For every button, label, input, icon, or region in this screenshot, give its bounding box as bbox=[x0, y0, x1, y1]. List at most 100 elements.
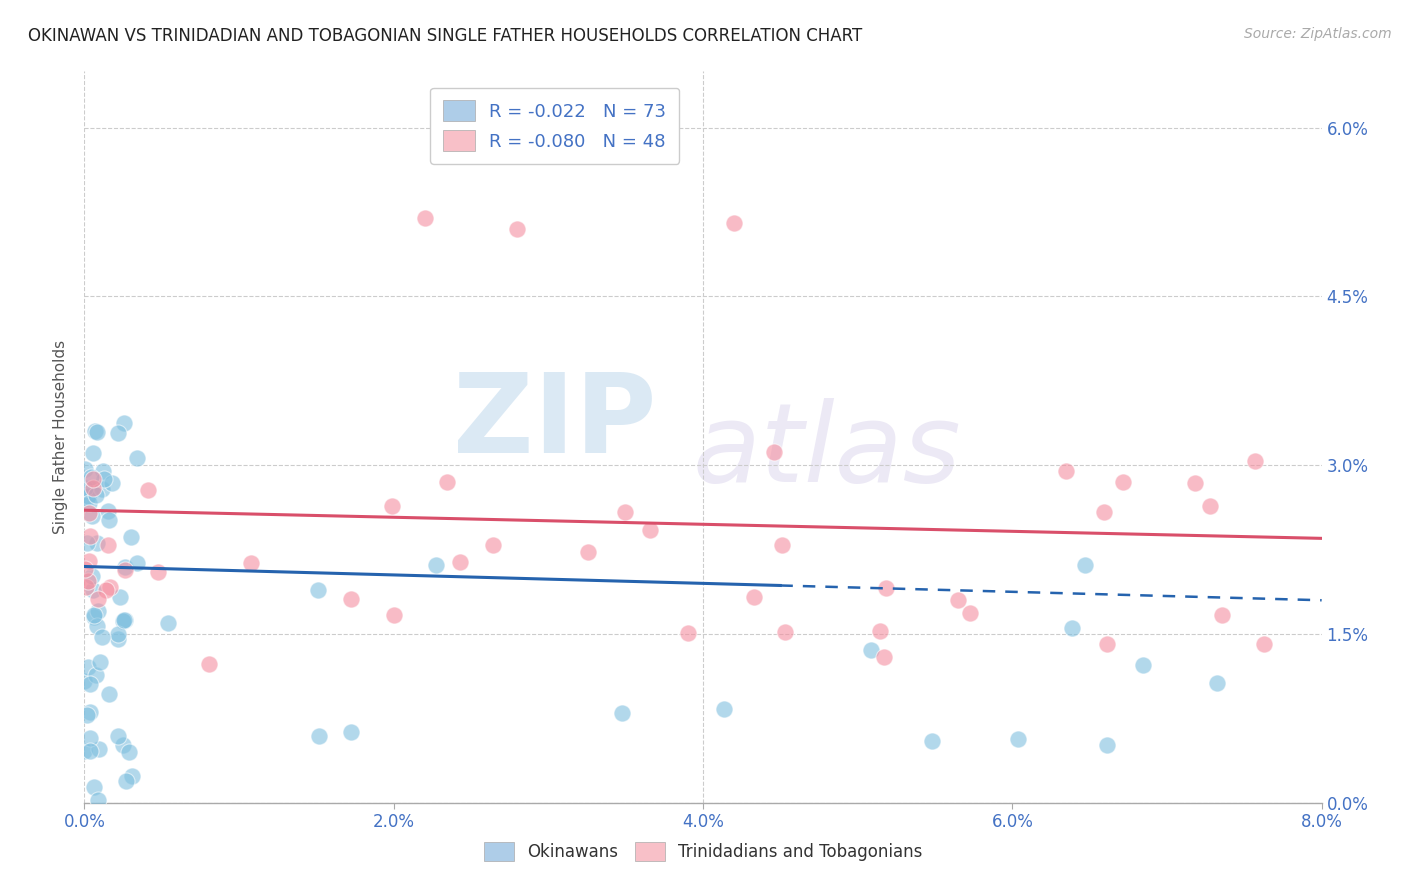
Point bbox=[84, 424, 107, 438]
Point bbox=[1074, 558, 1097, 572]
Point bbox=[82, 482, 104, 496]
Point bbox=[1007, 731, 1029, 746]
Point bbox=[1112, 475, 1135, 489]
Point bbox=[82, 582, 104, 597]
Point bbox=[921, 734, 943, 748]
Point bbox=[73, 674, 96, 689]
Point bbox=[742, 591, 765, 605]
Point bbox=[82, 446, 104, 460]
Point bbox=[84, 488, 107, 502]
Point bbox=[80, 569, 103, 583]
Point bbox=[76, 491, 98, 505]
Point bbox=[112, 416, 135, 430]
Point bbox=[76, 574, 98, 588]
Point bbox=[1211, 607, 1233, 622]
Point bbox=[339, 725, 361, 739]
Point bbox=[120, 530, 142, 544]
Point bbox=[1132, 658, 1154, 673]
Legend: Okinawans, Trinidadians and Tobagonians: Okinawans, Trinidadians and Tobagonians bbox=[477, 835, 929, 868]
Point bbox=[112, 614, 135, 628]
Point bbox=[946, 593, 969, 607]
Point bbox=[77, 496, 100, 510]
Point bbox=[136, 483, 159, 497]
Point bbox=[79, 744, 101, 758]
Point bbox=[107, 627, 129, 641]
Point bbox=[762, 445, 785, 459]
Point bbox=[873, 649, 896, 664]
Point bbox=[107, 729, 129, 743]
Point bbox=[83, 780, 105, 794]
Point bbox=[612, 706, 634, 720]
Point bbox=[481, 538, 503, 552]
Point bbox=[75, 561, 97, 575]
Point bbox=[77, 660, 100, 674]
Point bbox=[86, 793, 108, 807]
Point bbox=[449, 555, 471, 569]
Point bbox=[91, 464, 114, 478]
Point bbox=[83, 609, 105, 624]
Point bbox=[869, 624, 891, 638]
Point bbox=[79, 469, 101, 483]
Point bbox=[111, 615, 134, 629]
Point bbox=[108, 590, 131, 604]
Point bbox=[1054, 464, 1077, 478]
Point bbox=[1253, 638, 1275, 652]
Point bbox=[576, 544, 599, 558]
Point bbox=[1097, 637, 1119, 651]
Point bbox=[307, 582, 329, 597]
Point bbox=[340, 592, 363, 607]
Point bbox=[79, 677, 101, 691]
Point bbox=[90, 482, 112, 496]
Point bbox=[1062, 622, 1084, 636]
Point bbox=[860, 643, 883, 657]
Point bbox=[1205, 676, 1227, 690]
Point bbox=[76, 707, 98, 722]
Point bbox=[1184, 475, 1206, 490]
Point bbox=[87, 592, 110, 607]
Point bbox=[80, 482, 103, 496]
Point bbox=[1199, 499, 1222, 513]
Point bbox=[86, 536, 108, 550]
Point bbox=[86, 425, 108, 439]
Point bbox=[77, 506, 100, 520]
Point bbox=[80, 508, 103, 523]
Point bbox=[107, 425, 129, 440]
Point bbox=[1095, 738, 1118, 752]
Point bbox=[239, 556, 262, 570]
Point bbox=[770, 538, 793, 552]
Point bbox=[75, 481, 97, 495]
Text: Source: ZipAtlas.com: Source: ZipAtlas.com bbox=[1244, 27, 1392, 41]
Point bbox=[82, 472, 104, 486]
Point bbox=[773, 624, 796, 639]
Point bbox=[713, 702, 735, 716]
Point bbox=[308, 730, 330, 744]
Point bbox=[76, 536, 98, 550]
Point bbox=[73, 744, 96, 758]
Point bbox=[79, 731, 101, 745]
Point bbox=[381, 499, 404, 513]
Point bbox=[157, 615, 180, 630]
Point bbox=[1092, 505, 1115, 519]
Point bbox=[94, 582, 117, 597]
Point bbox=[87, 604, 110, 618]
Point bbox=[118, 745, 141, 759]
Point bbox=[436, 475, 458, 489]
Point bbox=[382, 608, 405, 623]
Point bbox=[506, 222, 529, 236]
Text: atlas: atlas bbox=[692, 398, 962, 505]
Point bbox=[111, 738, 134, 752]
Point bbox=[114, 563, 136, 577]
Point bbox=[413, 211, 436, 225]
Point bbox=[640, 523, 662, 537]
Point bbox=[425, 558, 447, 572]
Point bbox=[115, 773, 138, 788]
Point bbox=[97, 503, 120, 517]
Point bbox=[107, 632, 129, 647]
Point bbox=[89, 655, 111, 669]
Point bbox=[83, 608, 105, 623]
Point bbox=[77, 489, 100, 503]
Point bbox=[146, 565, 169, 579]
Point bbox=[76, 581, 98, 595]
Point bbox=[1244, 454, 1267, 468]
Text: ZIP: ZIP bbox=[453, 369, 657, 476]
